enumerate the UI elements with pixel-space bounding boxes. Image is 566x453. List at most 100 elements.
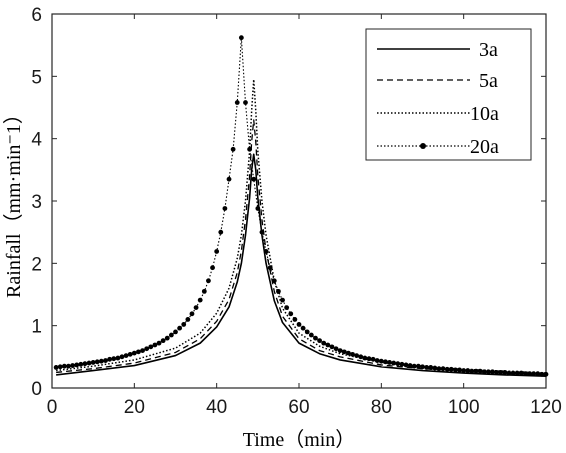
legend: 3a 5a 10a 20a: [365, 28, 532, 161]
data-point-20a: [259, 229, 265, 235]
data-point-20a: [383, 359, 388, 365]
data-point-20a: [263, 249, 269, 254]
data-point-20a: [304, 329, 310, 335]
data-point-20a: [432, 365, 438, 371]
data-point-20a: [502, 370, 508, 375]
data-point-20a: [131, 350, 137, 356]
data-point-20a: [226, 176, 232, 182]
data-point-20a: [378, 358, 384, 364]
data-point-20a: [238, 35, 244, 41]
data-point-20a: [411, 363, 417, 369]
data-point-20a: [99, 358, 104, 364]
data-point-20a: [448, 366, 454, 372]
data-point-20a: [527, 371, 532, 377]
data-point-20a: [251, 176, 257, 182]
series-line-5a: [56, 119, 547, 376]
legend-label-5a: 5a: [479, 70, 498, 92]
data-point-20a: [325, 342, 331, 348]
data-point-20a: [399, 361, 405, 367]
data-point-20a: [498, 370, 504, 375]
data-point-20a: [144, 346, 150, 352]
x-tick-label: 120: [530, 397, 562, 418]
data-point-20a: [152, 342, 158, 348]
data-point-20a: [346, 350, 351, 356]
data-point-20a: [230, 146, 236, 152]
x-tick-label: 40: [206, 397, 227, 418]
data-point-20a: [103, 358, 108, 363]
y-tick-label: 2: [31, 254, 42, 275]
data-point-20a: [535, 371, 541, 377]
data-point-20a: [387, 360, 392, 365]
data-point-20a: [358, 354, 364, 360]
data-point-20a: [164, 335, 170, 341]
data-point-20a: [391, 360, 397, 366]
data-point-20a: [160, 338, 166, 344]
data-point-20a: [292, 317, 298, 322]
x-tick-label: 0: [47, 397, 58, 418]
y-tick-label: 4: [31, 130, 42, 151]
axis-ticks: 0 20 40 60 80 100 120 0 1 2 3 4 5 6: [31, 5, 561, 418]
x-axis-title: Time（min）: [243, 428, 356, 451]
data-point-20a: [444, 366, 450, 372]
data-point-20a: [197, 297, 203, 303]
data-point-20a: [206, 278, 211, 284]
data-point-20a: [66, 363, 71, 369]
data-point-20a: [317, 338, 322, 344]
data-point-20a: [518, 370, 524, 376]
data-point-20a: [543, 371, 549, 377]
data-point-20a: [271, 278, 277, 284]
data-point-20a: [415, 363, 421, 369]
y-tick-label: 6: [31, 5, 42, 26]
y-tick-label: 5: [31, 67, 42, 88]
data-point-20a: [523, 371, 528, 377]
data-point-20a: [465, 368, 471, 373]
data-point-20a: [453, 367, 458, 373]
data-point-20a: [168, 332, 174, 338]
data-point-20a: [539, 371, 545, 377]
data-point-20a: [276, 288, 281, 294]
data-point-20a: [136, 349, 141, 355]
data-point-20a: [362, 355, 368, 361]
data-point-20a: [424, 365, 430, 370]
data-point-20a: [308, 332, 314, 338]
series-line-3a: [56, 153, 547, 377]
y-axis-title: Rainfall（mm·min⁻1）: [2, 104, 25, 298]
legend-label-3a: 3a: [479, 39, 498, 61]
y-tick-label: 1: [31, 317, 42, 338]
data-point-20a: [78, 361, 84, 367]
data-point-20a: [181, 322, 187, 327]
data-point-20a: [313, 335, 318, 341]
data-point-20a: [333, 346, 339, 352]
data-point-20a: [284, 305, 290, 310]
data-point-20a: [296, 322, 302, 327]
data-point-20a: [288, 311, 294, 317]
data-point-20a: [234, 100, 240, 105]
data-point-20a: [148, 344, 154, 350]
data-point-20a: [243, 100, 248, 105]
data-point-20a: [321, 340, 327, 346]
data-point-20a: [374, 358, 380, 363]
y-tick-label: 0: [31, 379, 42, 400]
data-point-20a: [61, 363, 67, 369]
data-point-20a: [531, 371, 537, 377]
data-point-20a: [90, 360, 96, 365]
series-layer: [53, 35, 549, 377]
y-tick-label: 3: [31, 192, 42, 213]
data-point-20a: [193, 305, 199, 310]
data-point-20a: [70, 363, 75, 368]
data-point-20a: [490, 369, 495, 375]
data-point-20a: [247, 146, 253, 152]
data-point-20a: [140, 348, 145, 353]
data-point-20a: [53, 365, 59, 370]
data-point-20a: [366, 356, 372, 362]
data-point-20a: [329, 344, 335, 350]
data-point-20a: [255, 206, 261, 211]
data-point-20a: [350, 351, 355, 357]
data-point-20a: [440, 366, 446, 372]
data-point-20a: [201, 288, 207, 294]
legend-label-10a: 10a: [470, 103, 499, 125]
data-point-20a: [337, 348, 343, 353]
legend-label-20a: 20a: [470, 136, 499, 158]
data-point-20a: [506, 370, 512, 376]
data-point-20a: [420, 364, 425, 370]
